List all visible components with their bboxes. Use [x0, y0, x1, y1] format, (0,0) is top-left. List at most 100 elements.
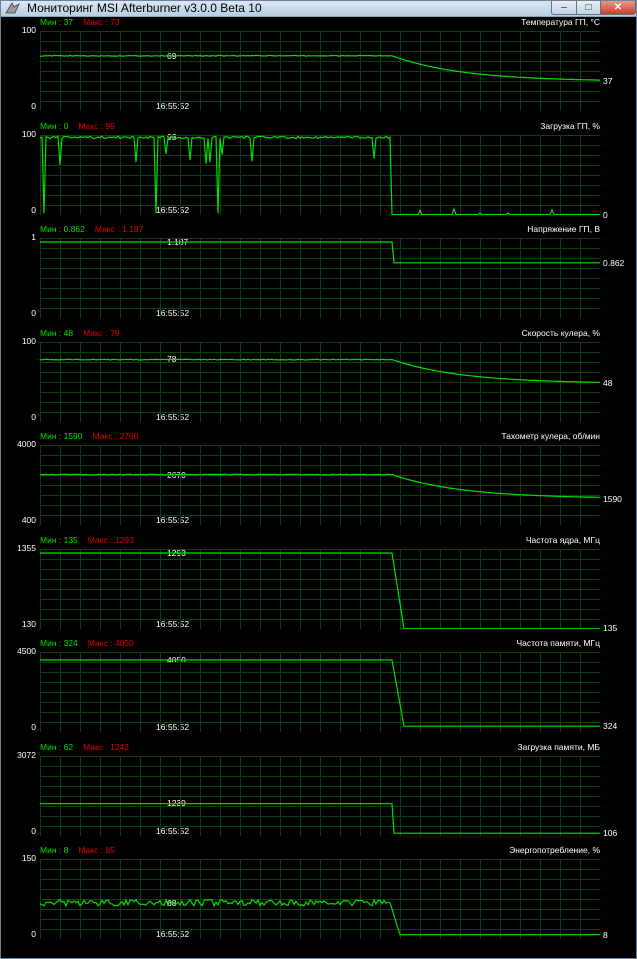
y-axis-min-label: 0 — [31, 722, 36, 732]
graph-canvas — [40, 341, 600, 422]
max-value-label: Макс : 4050 — [87, 638, 134, 648]
graph-series-line — [40, 54, 600, 81]
max-value-label: Макс : 85 — [78, 845, 115, 855]
y-axis-max-label: 100 — [21, 128, 36, 139]
y-axis-min-label: 0 — [31, 825, 36, 836]
graph-plot[interactable] — [40, 31, 600, 111]
graph-caption: Тахометр кулера, об/мин — [501, 431, 600, 441]
y-axis-max-label: 1355 — [17, 542, 36, 553]
graph-canvas — [40, 445, 600, 525]
grid-lines — [40, 341, 600, 422]
close-button[interactable]: ✕ — [600, 1, 636, 15]
minimize-button[interactable]: – — [551, 1, 577, 15]
min-value-label: Мин : 1590 — [40, 431, 83, 441]
min-value-label: Мин : 48 — [40, 327, 74, 338]
timestamp-label: 16:55:52 — [156, 825, 190, 836]
y-axis-max-label: 1 — [31, 232, 36, 242]
last-value-label: 0.862 — [603, 257, 625, 268]
graph-caption: Напряжение ГП, В — [527, 224, 600, 234]
title-bar[interactable]: Мониторинг MSI Afterburner v3.0.0 Beta 1… — [1, 1, 636, 17]
last-value-label: 37 — [603, 76, 613, 87]
graph-plot[interactable] — [40, 859, 600, 939]
timestamp-label: 16:55:52 — [156, 411, 190, 422]
last-value-label: 135 — [603, 623, 618, 634]
timestamp-label: 16:55:52 — [156, 929, 190, 939]
timestamp-label: 16:55:52 — [156, 101, 190, 111]
grid-lines — [40, 445, 600, 525]
last-value-label: 1590 — [603, 493, 622, 504]
grid-lines — [40, 859, 600, 939]
max-value-label: Макс : 79 — [83, 327, 120, 338]
max-value-label: Макс : 1242 — [83, 741, 130, 752]
y-axis-max-label: 3072 — [17, 749, 36, 760]
gpu-temperature-panel: Мин : 37 Макс : 73 Температура ГП, °C 100 0 1… — [1, 16, 636, 120]
graph-canvas — [40, 652, 600, 732]
graph-caption: Температура ГП, °C — [521, 17, 600, 27]
graph-series-line — [40, 551, 600, 629]
last-value-label: 48 — [603, 378, 613, 389]
graph-series-line — [40, 473, 600, 498]
y-axis-min-label: 0 — [31, 204, 36, 215]
y-axis-max-label: 150 — [21, 853, 36, 863]
graph-plot[interactable] — [40, 755, 600, 836]
graph-series-line — [40, 898, 600, 936]
last-value-label: 106 — [603, 827, 618, 838]
grid-lines — [40, 238, 600, 318]
y-axis-min-label: 0 — [31, 101, 36, 111]
timestamp-label: 16:55:52 — [156, 515, 190, 525]
y-axis-min-label: 0 — [31, 929, 36, 939]
min-value-label: Мин : 37 — [40, 17, 74, 27]
graph-caption: Энергопотребление, % — [509, 845, 600, 855]
window-title: Мониторинг MSI Afterburner v3.0.0 Beta 1… — [27, 1, 262, 15]
y-axis-min-label: 400 — [21, 515, 36, 525]
graph-caption: Загрузка памяти, МБ — [517, 741, 600, 752]
graph-plot[interactable] — [40, 445, 600, 525]
max-value-label: Макс : 73 — [83, 17, 120, 27]
fan-speed-panel: Мин : 48 Макс : 79 Скорость кулера, % 100 0 1… — [1, 327, 636, 431]
afterburner-app-icon — [5, 2, 20, 14]
graph-canvas — [40, 755, 600, 836]
graph-caption: Скорость кулера, % — [521, 327, 600, 338]
min-value-label: Мин : 0.862 — [40, 224, 85, 234]
graph-series-line — [40, 802, 600, 834]
min-value-label: Мин : 324 — [40, 638, 78, 648]
graph-plot[interactable] — [40, 238, 600, 318]
power-consumption-panel: Мин : 8 Макс : 85 Энергопотребление, % 150 0… — [1, 844, 636, 948]
timestamp-label: 16:55:52 — [156, 722, 190, 732]
last-value-label: 324 — [603, 721, 618, 732]
memory-usage-panel: Мин : 62 Макс : 1242 Загрузка памяти, МБ 30… — [1, 741, 636, 845]
gpu-load-panel: Мин : 0 Макс : 99 Загрузка ГП, % 100 0 16:55:… — [1, 120, 636, 224]
y-axis-max-label: 100 — [21, 25, 36, 35]
graph-plot[interactable] — [40, 134, 600, 215]
grid-lines — [40, 31, 600, 111]
graph-series-line — [40, 358, 600, 383]
graph-caption: Частота памяти, МГц — [516, 638, 600, 648]
grid-lines — [40, 134, 600, 215]
graph-canvas — [40, 31, 600, 111]
min-value-label: Мин : 62 — [40, 741, 74, 752]
timestamp-label: 16:55:52 — [156, 204, 190, 215]
graph-plot[interactable] — [40, 341, 600, 422]
graph-series-line — [40, 659, 600, 727]
graph-caption: Частота ядра, МГц — [525, 534, 600, 545]
max-value-label: Макс : 1293 — [87, 534, 134, 545]
graph-plot[interactable] — [40, 548, 600, 629]
timestamp-label: 16:55:52 — [156, 618, 190, 629]
min-value-label: Мин : 0 — [40, 120, 69, 131]
y-axis-max-label: 4000 — [17, 439, 36, 449]
graph-canvas — [40, 134, 600, 215]
y-axis-max-label: 100 — [21, 335, 36, 346]
y-axis-max-label: 4500 — [17, 646, 36, 656]
graph-plot[interactable] — [40, 652, 600, 732]
y-axis-min-label: 0 — [31, 308, 36, 318]
graph-caption: Загрузка ГП, % — [540, 120, 600, 131]
y-axis-min-label: 0 — [31, 411, 36, 422]
graph-canvas — [40, 238, 600, 318]
min-value-label: Мин : 8 — [40, 845, 69, 855]
graph-series-line — [40, 134, 600, 215]
fan-tachometer-panel: Мин : 1590 Макс : 2760 Тахометр кулера, об… — [1, 430, 636, 534]
min-value-label: Мин : 135 — [40, 534, 78, 545]
maximize-button[interactable]: □ — [576, 1, 601, 15]
graph-series-line — [40, 241, 600, 264]
